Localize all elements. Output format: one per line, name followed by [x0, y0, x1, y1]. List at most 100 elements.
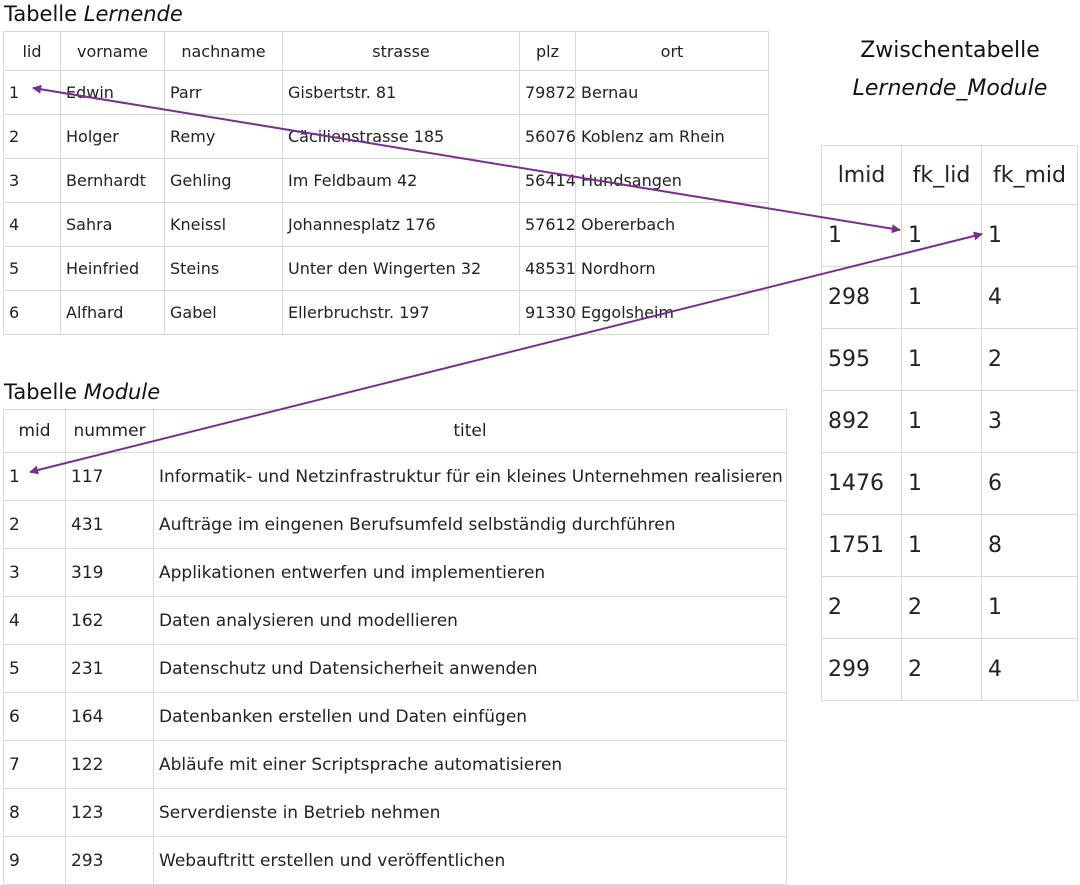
module-col-nummer: nummer	[65, 409, 154, 453]
lernende-cell: Obererbach	[575, 202, 769, 247]
zwischentabelle-cell: 2	[821, 576, 902, 639]
module-cell: 231	[65, 644, 154, 693]
lernende-cell: Im Feldbaum 42	[282, 158, 520, 203]
lernende-caption-name: Lernende	[83, 2, 183, 26]
zwischentabelle-row: 298 1 4	[821, 266, 1078, 329]
module-row: 9 293 Webauftritt erstellen und veröffentl…	[3, 836, 787, 885]
lernende-row: 6 Alfhard Gabel Ellerbruchstr. 197 91330 Eggo…	[3, 290, 769, 335]
zwischentabelle-cell: 595	[821, 328, 902, 391]
lernende-cell: 1	[3, 70, 61, 115]
module-row: 8 123 Serverdienste in Betrieb nehmen	[3, 788, 787, 837]
lernende-cell: Alfhard	[60, 290, 165, 335]
zwischentabelle-header-row: lmid fk_lid fk_mid	[821, 145, 1078, 205]
zwischentabelle-cell: 1751	[821, 514, 902, 577]
lernende-cell: 5	[3, 246, 61, 291]
lernende-col-plz: plz	[519, 31, 576, 71]
module-cell: 123	[65, 788, 154, 837]
lernende-cell: 2	[3, 114, 61, 159]
lernende-cell: 56414	[519, 158, 576, 203]
lernende-cell: Cäcilienstrasse 185	[282, 114, 520, 159]
lernende-cell: Bernau	[575, 70, 769, 115]
module-row: 2 431 Aufträge im eingenen Berufsumfeld se…	[3, 500, 787, 549]
lernende-cell: 6	[3, 290, 61, 335]
zwischentabelle-cell: 1476	[821, 452, 902, 515]
module-cell: 2	[3, 500, 66, 549]
lernende-col-ort: ort	[575, 31, 769, 71]
module-table: mid nummer titel 1 117 Informatik- und Net…	[3, 409, 787, 885]
zw-col-fk-lid: fk_lid	[901, 145, 982, 205]
module-cell: Webauftritt erstellen und veröffentliche…	[153, 836, 787, 885]
lernende-cell: Unter den Wingerten 32	[282, 246, 520, 291]
zwischentabelle-cell: 2	[901, 576, 982, 639]
lernende-col-strasse: strasse	[282, 31, 520, 71]
zwischentabelle-row: 1476 1 6	[821, 452, 1078, 515]
module-cell: 8	[3, 788, 66, 837]
module-caption-name: Module	[83, 380, 161, 404]
lernende-cell: 4	[3, 202, 61, 247]
module-cell: Datenschutz und Datensicherheit anwenden	[153, 644, 787, 693]
lernende-cell: 48531	[519, 246, 576, 291]
zwischentabelle-row: 595 1 2	[821, 328, 1078, 391]
zwischentabelle-cell: 2	[981, 328, 1078, 391]
lernende-cell: Koblenz am Rhein	[575, 114, 769, 159]
lernende-row: 2 Holger Remy Cäcilienstrasse 185 56076 Koble…	[3, 114, 769, 159]
lernende-cell: Kneissl	[164, 202, 283, 247]
module-cell: Datenbanken erstellen und Daten einfügen	[153, 692, 787, 741]
module-cell: 9	[3, 836, 66, 885]
zwischentabelle-row: 299 2 4	[821, 638, 1078, 701]
zwischentabelle-cell: 1	[901, 204, 982, 267]
zwischentabelle-title: Zwischentabelle	[860, 38, 1040, 63]
zwischentabelle-row: 892 1 3	[821, 390, 1078, 453]
lernende-row: 5 Heinfried Steins Unter den Wingerten 32 48…	[3, 246, 769, 291]
module-row: 5 231 Datenschutz und Datensicherheit anwe…	[3, 644, 787, 693]
module-cell: 293	[65, 836, 154, 885]
module-cell: Aufträge im eingenen Berufsumfeld selbst…	[153, 500, 787, 549]
lernende-cell: Steins	[164, 246, 283, 291]
lernende-cell: 79872	[519, 70, 576, 115]
module-cell: Daten analysieren und modellieren	[153, 596, 787, 645]
module-cell: 117	[65, 452, 154, 501]
module-row: 7 122 Abläufe mit einer Scriptsprache auto…	[3, 740, 787, 789]
module-cell: Informatik- und Netzinfrastruktur für ei…	[153, 452, 787, 501]
module-cell: 431	[65, 500, 154, 549]
zwischentabelle-cell: 6	[981, 452, 1078, 515]
zwischentabelle-cell: 1	[901, 266, 982, 329]
lernende-cell: Ellerbruchstr. 197	[282, 290, 520, 335]
lernende-header-row: lid vorname nachname strasse plz ort	[3, 31, 769, 71]
zwischentabelle-cell: 299	[821, 638, 902, 701]
zwischentabelle-table: lmid fk_lid fk_mid 1 1 1 298 1 4 595 1 2 892 1 3 147…	[821, 145, 1078, 701]
lernende-cell: Johannesplatz 176	[282, 202, 520, 247]
module-cell: 3	[3, 548, 66, 597]
lernende-cell: 57612	[519, 202, 576, 247]
module-row: 1 117 Informatik- und Netzinfrastruktur fü…	[3, 452, 787, 501]
lernende-cell: Eggolsheim	[575, 290, 769, 335]
lernende-caption: Tabelle Lernende	[4, 2, 183, 26]
lernende-row: 4 Sahra Kneissl Johannesplatz 176 57612 Obere…	[3, 202, 769, 247]
lernende-col-vorname: vorname	[60, 31, 165, 71]
module-caption: Tabelle Module	[4, 380, 160, 404]
lernende-cell: 91330	[519, 290, 576, 335]
zw-col-fk-mid: fk_mid	[981, 145, 1078, 205]
module-row: 3 319 Applikationen entwerfen und implemen…	[3, 548, 787, 597]
zwischentabelle-cell: 1	[901, 390, 982, 453]
lernende-row: 1 Edwin Parr Gisbertstr. 81 79872 Bernau	[3, 70, 769, 115]
lernende-cell: 56076	[519, 114, 576, 159]
lernende-cell: Holger	[60, 114, 165, 159]
lernende-cell: 3	[3, 158, 61, 203]
lernende-cell: Gisbertstr. 81	[282, 70, 520, 115]
zw-col-lmid: lmid	[821, 145, 902, 205]
zwischentabelle-cell: 1	[901, 452, 982, 515]
lernende-cell: Gabel	[164, 290, 283, 335]
lernende-cell: Sahra	[60, 202, 165, 247]
module-col-titel: titel	[153, 409, 787, 453]
zwischentabelle-cell: 1	[981, 576, 1078, 639]
module-cell: 6	[3, 692, 66, 741]
lernende-caption-prefix: Tabelle	[4, 2, 78, 26]
module-cell: 1	[3, 452, 66, 501]
lernende-table: lid vorname nachname strasse plz ort 1 Ed…	[3, 31, 769, 335]
zwischentabelle-cell: 1	[981, 204, 1078, 267]
module-row: 6 164 Datenbanken erstellen und Daten einf…	[3, 692, 787, 741]
lernende-cell: Hundsangen	[575, 158, 769, 203]
zwischentabelle-cell: 892	[821, 390, 902, 453]
